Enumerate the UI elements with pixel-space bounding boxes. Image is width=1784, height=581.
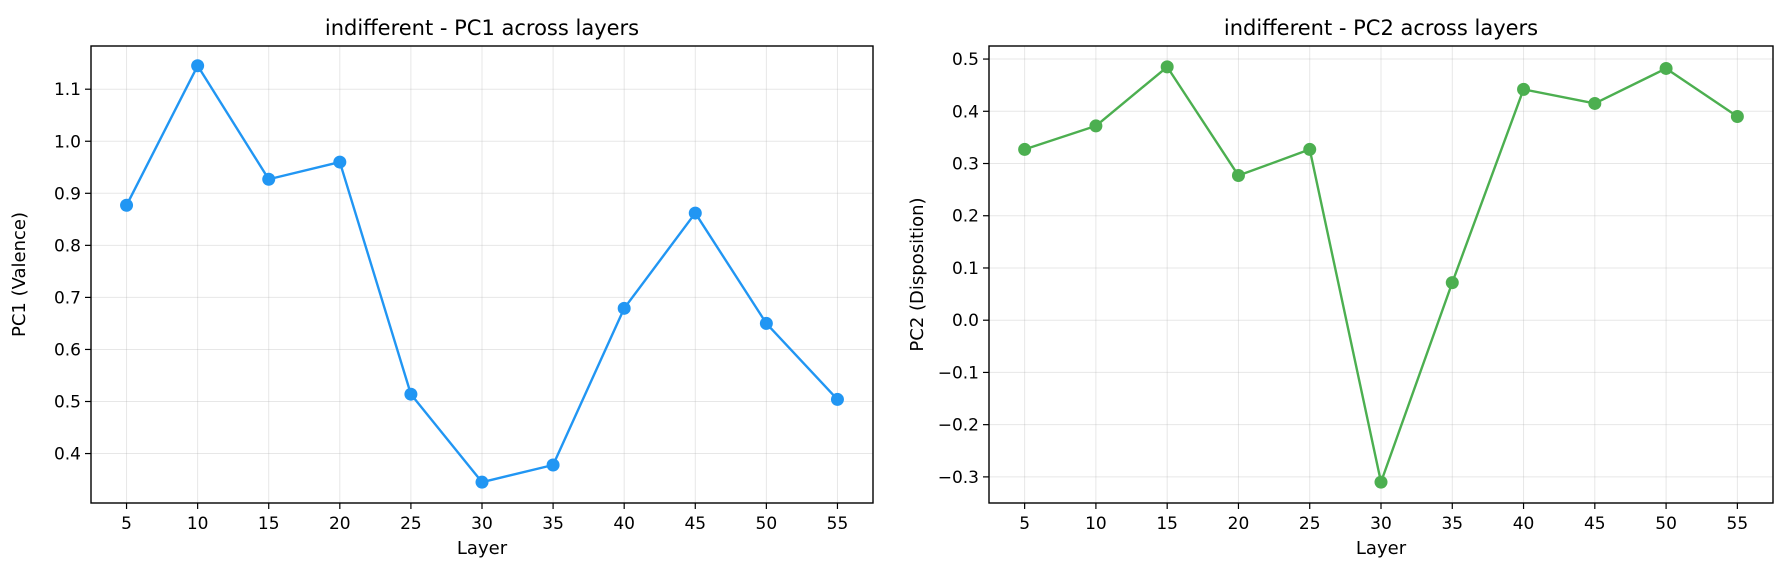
x-tick-label: 25 [1299, 514, 1321, 534]
data-point [404, 387, 418, 401]
data-point [1089, 119, 1103, 133]
chart-panel-2: 5 10 15 20 25 30 35 40 45 50 55 −0.3 −0.2 −0.1 0.0 0.1 0… [907, 16, 1774, 559]
x-tick-label: 35 [1441, 514, 1463, 534]
y-tick-label: 0.4 [952, 102, 979, 122]
x-tick-label: 30 [471, 514, 493, 534]
x-tick-label: 15 [258, 514, 280, 534]
data-point [1374, 475, 1388, 489]
data-point [333, 155, 347, 169]
y-tick-label: −0.3 [938, 468, 979, 488]
data-point [830, 392, 844, 406]
x-tick-label: 45 [684, 514, 706, 534]
chart-panel-1: 5 10 15 20 25 30 35 40 45 50 55 0.4 0.5 0.6 0.7 0.8 0.9 1… [9, 16, 874, 559]
x-tick-label: 30 [1370, 514, 1392, 534]
y-tick-label: 0.0 [952, 311, 979, 331]
data-point [759, 316, 773, 330]
data-point [262, 172, 276, 186]
data-point [1588, 96, 1602, 110]
x-axis-label: Layer [457, 538, 508, 559]
y-tick-label: 1.1 [54, 80, 81, 100]
y-tick-label: 0.3 [952, 155, 979, 175]
y-tick-label: 0.8 [54, 236, 81, 256]
x-tick-label: 55 [1727, 514, 1749, 534]
y-axis-label: PC2 (Disposition) [907, 197, 928, 351]
chart-title: indifferent - PC2 across layers [1224, 16, 1538, 40]
y-tick-label: 0.6 [54, 340, 81, 360]
data-point [1231, 169, 1245, 183]
x-tick-label: 50 [756, 514, 778, 534]
plot-frame [988, 45, 1774, 504]
data-point [688, 206, 702, 220]
x-tick-label: 20 [1228, 514, 1250, 534]
y-axis-label: PC1 (Valence) [9, 212, 30, 337]
data-point [120, 198, 134, 212]
chart-title: indifferent - PC1 across layers [325, 16, 639, 40]
y-tick-label: 0.5 [54, 393, 81, 413]
data-point [1445, 276, 1459, 290]
y-tick-label: 0.9 [54, 184, 81, 204]
data-point [1517, 82, 1531, 96]
x-tick-label: 35 [542, 514, 564, 534]
x-tick-label: 20 [329, 514, 351, 534]
x-tick-label: 10 [187, 514, 209, 534]
plot-frame [90, 45, 874, 504]
x-tick-label: 45 [1584, 514, 1606, 534]
data-point [617, 301, 631, 315]
x-tick-label: 40 [1513, 514, 1535, 534]
data-point [546, 458, 560, 472]
x-axis-label: Layer [1356, 538, 1407, 559]
x-tick-label: 15 [1156, 514, 1178, 534]
data-point [1303, 142, 1317, 156]
y-tick-label: −0.2 [938, 416, 979, 436]
x-tick-label: 5 [1019, 514, 1030, 534]
y-tick-label: 0.5 [952, 50, 979, 70]
data-point [475, 475, 489, 489]
y-tick-label: 0.1 [952, 259, 979, 279]
y-tick-label: 1.0 [54, 132, 81, 152]
data-point [1018, 142, 1032, 156]
x-tick-label: 5 [121, 514, 132, 534]
x-tick-label: 40 [613, 514, 635, 534]
x-tick-label: 10 [1085, 514, 1107, 534]
y-tick-label: −0.1 [938, 363, 979, 383]
data-point [1659, 61, 1673, 75]
data-point [1160, 60, 1174, 74]
x-tick-label: 25 [400, 514, 422, 534]
data-point [191, 59, 205, 73]
y-tick-label: 0.7 [54, 288, 81, 308]
data-point [1730, 110, 1744, 124]
x-tick-label: 55 [827, 514, 849, 534]
x-tick-label: 50 [1655, 514, 1677, 534]
y-tick-label: 0.2 [952, 207, 979, 227]
y-tick-label: 0.4 [54, 445, 81, 465]
